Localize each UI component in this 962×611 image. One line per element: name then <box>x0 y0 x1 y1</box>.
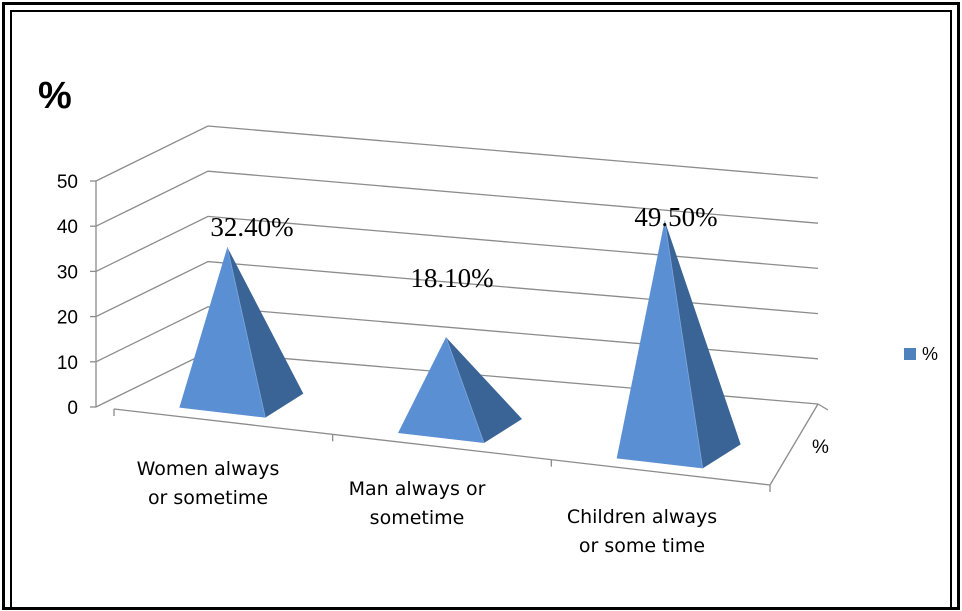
pyramid-edge <box>226 247 266 418</box>
category-label-line: sometime <box>370 507 465 529</box>
y-tick-label: 30 <box>57 262 78 283</box>
pyramid-bar-front <box>616 220 703 469</box>
gridline <box>95 125 819 182</box>
axes <box>90 180 829 492</box>
depth-axis-label: % <box>812 437 829 458</box>
chart-title: % <box>38 75 72 117</box>
floor-back-edge <box>207 351 819 405</box>
chart-border <box>10 10 952 610</box>
pyramid-bars <box>179 220 741 469</box>
y-tick-label: 40 <box>57 217 78 238</box>
category-label-line: Women always <box>137 458 280 480</box>
gridline <box>95 215 819 272</box>
category-label-line: or sometime <box>148 487 268 509</box>
data-label: 49.50% <box>634 202 717 232</box>
category-label: Children always or some time <box>567 506 717 557</box>
legend-swatch <box>904 348 916 360</box>
y-tick-label: 10 <box>57 353 78 374</box>
gridline <box>95 260 819 318</box>
category-label-line: Man always or <box>349 478 486 500</box>
floor-left-edge <box>95 351 209 408</box>
depth-tick <box>817 403 829 411</box>
pyramid-bar-front <box>179 247 266 418</box>
pyramid-bar-side <box>664 220 741 469</box>
floor-right-edge <box>769 403 819 486</box>
gridline <box>95 306 819 363</box>
y-tick-labels: 0 10 20 30 40 50 <box>57 172 78 419</box>
y-tick-label: 0 <box>67 398 78 419</box>
category-label-line: or some time <box>579 535 705 557</box>
y-tick-label: 50 <box>57 172 78 193</box>
gridline <box>95 170 819 227</box>
pyramid-bar-side <box>446 337 522 443</box>
pyramid-edge <box>664 220 704 469</box>
category-label: Man always or sometime <box>349 478 486 529</box>
pyramid-bar-front <box>398 337 484 443</box>
pyramid-bar-side <box>227 247 304 418</box>
pyramid-edge <box>445 337 485 444</box>
category-label-line: Children always <box>567 506 717 528</box>
data-label: 32.40% <box>210 212 293 242</box>
data-labels: 32.40% 18.10% 49.50% <box>210 202 717 293</box>
legend: % <box>904 344 938 364</box>
y-tick-label: 20 <box>57 308 78 329</box>
legend-entry: % <box>922 344 938 364</box>
category-labels: Women always or sometime Man always or some… <box>137 458 718 557</box>
category-label: Women always or sometime <box>137 458 280 509</box>
gridlines <box>95 125 819 363</box>
x-axis <box>113 408 771 486</box>
data-label: 18.10% <box>410 263 493 293</box>
